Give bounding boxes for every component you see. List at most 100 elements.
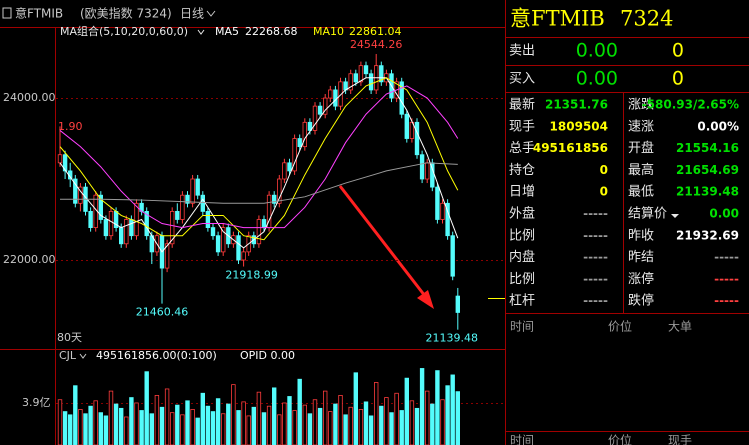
ma-line [59,77,459,253]
candle-body [333,89,338,107]
volume-bar [343,414,348,445]
quote-label: 涨停 [628,271,654,287]
candle-body [368,73,374,91]
quote-label: 外盘 [509,206,535,222]
arrow [338,185,427,297]
y-tick-label: 3.9亿 [22,396,51,409]
candle-body [73,178,78,204]
candle-body [277,178,282,204]
candle-body [353,73,358,83]
volume-bar [317,407,323,445]
quote-label: 内盘 [509,249,535,265]
quote-value: 21654.69 [676,163,739,177]
column-header: 价位 [608,319,632,334]
volume-bar [261,412,267,445]
volume-bar [215,398,221,445]
quote-value: ----- [714,294,739,308]
quote-value: -580.93/2.65% [642,98,739,112]
quote-value: 0.00 [709,207,739,221]
header-period[interactable]: 日线 [180,7,204,21]
annotation: 1.90 [58,120,83,133]
candle-body [88,210,93,228]
volume-bar [414,407,420,445]
indicator-name[interactable]: CJL [59,349,77,362]
volume-bar [78,409,83,445]
volume-bar [430,403,435,445]
candle-body [215,235,221,253]
column-header: 时间 [510,434,534,445]
candle-body [180,194,185,220]
quote-code: 7324 [620,7,673,31]
candle-body [103,219,109,237]
header-market: (欧美指数 7324) [80,6,172,21]
legend-value: 22861.04 [349,25,402,38]
volume-bar [200,392,205,445]
candle-body [307,121,313,131]
quote-value: ----- [583,207,608,221]
ma-line [60,162,458,204]
candle-body [200,194,205,212]
volume-bar [88,405,93,445]
volume-bar [113,403,119,445]
volume-bar [205,405,211,445]
volume-bar [144,371,149,445]
quote-label: 现手 [509,119,535,134]
volume-bar [149,413,154,445]
y-tick-label: 24000.00 [3,91,56,104]
candle-body [282,162,287,180]
volume-bar [236,410,241,445]
volume-bar [297,378,302,445]
quote-value: ----- [583,272,608,286]
dropdown-triangle[interactable] [671,214,679,218]
volume-bar [348,406,353,445]
volume-bar [175,404,180,445]
volume-bar [450,374,455,445]
candle-body [119,227,124,245]
volume-bar [129,397,134,445]
y-tick-label: 22000.00 [3,253,56,266]
quote-value: ----- [583,250,608,264]
candle-body [57,154,63,164]
candle-body [358,65,364,83]
candle-body [328,89,333,99]
quote-value: 0 [600,185,608,199]
quote-label: 昨结 [628,250,654,265]
candle-body [424,162,430,180]
volume-bar [119,407,124,445]
volume-bar [164,388,170,445]
dropdown-chevron[interactable] [79,353,87,359]
column-header: 价位 [608,433,632,445]
volume-bar [57,399,63,445]
quote-label: 比例 [509,228,535,243]
quote-title: 意FTMIB [510,7,605,31]
volume-bar [62,411,68,445]
book-qty: 0 [672,68,684,90]
candle-body [210,227,216,237]
candle-body [302,121,307,148]
book-price: 0.00 [576,40,618,62]
candle-body [205,210,211,228]
volume-bar [83,413,88,445]
volume-bar [394,392,399,445]
candle-body [108,210,114,237]
price-label: 21918.99 [225,269,278,282]
candle-body [98,194,103,220]
column-header: 大单 [668,320,692,334]
volume-bar [328,411,333,445]
candle-body [271,194,277,204]
ma-line [59,77,459,241]
header-icon[interactable] [2,7,12,19]
candle-body [78,186,83,204]
price-label: 21460.46 [136,306,189,319]
candle-body [169,210,175,245]
volume-bar [353,372,358,445]
candle-body [241,251,246,261]
volume-bar [368,415,374,445]
dropdown-chevron[interactable] [206,10,216,17]
ma-legend[interactable]: MA组合(5,10,20,0,60,0) [60,24,188,38]
quote-label: 开盘 [628,140,654,156]
candle-body [129,219,134,237]
candle-body [220,227,226,253]
dropdown-chevron[interactable] [197,29,205,35]
